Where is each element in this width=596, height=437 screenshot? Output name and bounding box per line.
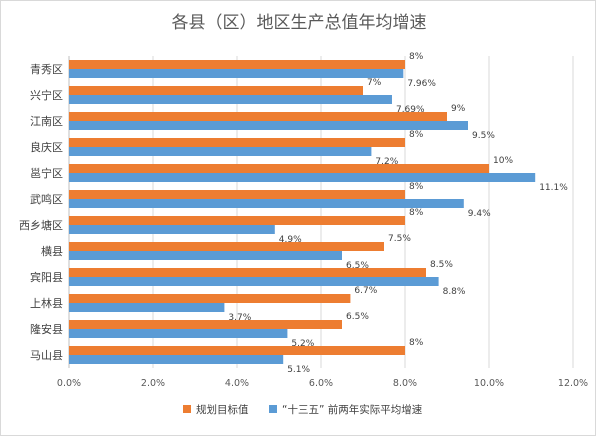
category-label: 横县 (41, 244, 63, 258)
bar-target (69, 60, 405, 69)
x-tick-label: 2.0% (141, 378, 165, 389)
data-label: 8.5% (430, 260, 453, 270)
category-label: 江南区 (30, 115, 63, 128)
category-label: 良庆区 (30, 140, 63, 154)
bar-actual (69, 147, 372, 156)
data-label: 6.5% (346, 312, 369, 322)
bar-actual (69, 173, 536, 182)
category-label: 上林县 (30, 296, 63, 310)
x-axis-ticks: 0.0% 2.0% 4.0% 6.0% 8.0% 10.0% 12.0% (57, 378, 588, 389)
bar-target (69, 216, 405, 225)
bar-actual (69, 355, 284, 364)
data-label: 8% (409, 338, 424, 348)
bar-target (69, 268, 426, 277)
bar-target (69, 190, 405, 199)
x-tick-label: 0.0% (57, 378, 81, 389)
data-label: 7.96% (407, 79, 436, 89)
bar-target (69, 86, 363, 95)
category-label: 宾阳县 (30, 270, 63, 284)
bar-actual (69, 121, 468, 130)
data-labels: 8% 7.96% 7% 7.69% 9% 9.5% 8% 7.2% 10% 11.1% 8% 9.4%… (228, 52, 568, 375)
category-label: 兴宁区 (30, 88, 63, 102)
bar-target (69, 164, 489, 173)
bar-actual (69, 95, 392, 104)
legend[interactable]: 规划目标值 “十三五” 前两年实际平均增速 (183, 403, 423, 416)
data-label: 9.4% (468, 209, 491, 219)
bar-target (69, 294, 351, 303)
data-label: 8% (409, 208, 424, 218)
data-label: 8.8% (443, 287, 466, 297)
data-label: 9.5% (472, 131, 495, 141)
bar-target (69, 320, 342, 329)
legend-swatch[interactable] (269, 405, 277, 413)
bar-target (69, 138, 405, 147)
legend-label[interactable]: 规划目标值 (196, 403, 249, 416)
category-label: 邕宁区 (30, 166, 63, 180)
category-label: 武鸣区 (30, 192, 63, 206)
category-label: 西乡塘区 (19, 218, 63, 232)
chart-title: 各县（区）地区生产总值年均增速 (172, 13, 427, 33)
data-label: 5.2% (291, 339, 314, 349)
data-label: 7.69% (396, 105, 425, 115)
x-tick-label: 12.0% (558, 378, 588, 389)
gridlines (68, 56, 574, 368)
data-label: 8% (409, 52, 424, 62)
x-tick-label: 8.0% (393, 378, 417, 389)
data-label: 7% (367, 78, 382, 88)
data-label: 4.9% (279, 235, 302, 245)
bar-actual (69, 277, 439, 286)
bar-actual (69, 303, 225, 312)
bar-target (69, 112, 447, 121)
data-label: 7.5% (388, 234, 411, 244)
category-label: 隆安县 (30, 322, 63, 336)
bar-actual (69, 251, 342, 260)
x-tick-label: 6.0% (309, 378, 333, 389)
data-label: 10% (493, 156, 513, 166)
data-label: 8% (409, 182, 424, 192)
legend-label[interactable]: “十三五” 前两年实际平均增速 (282, 403, 423, 416)
legend-swatch[interactable] (183, 405, 191, 413)
data-label: 9% (451, 104, 466, 114)
category-label: 马山县 (30, 349, 63, 362)
bars (69, 60, 536, 364)
data-label: 8% (409, 130, 424, 140)
data-label: 5.1% (287, 365, 310, 375)
data-label: 3.7% (228, 313, 251, 323)
data-label: 6.7% (354, 286, 377, 296)
data-label: 7.2% (375, 157, 398, 167)
bar-target (69, 242, 384, 251)
x-tick-label: 10.0% (474, 378, 504, 389)
bar-actual (69, 199, 464, 208)
bar-actual (69, 69, 404, 78)
x-tick-label: 4.0% (225, 378, 249, 389)
data-label: 6.5% (346, 261, 369, 271)
data-label: 11.1% (539, 183, 568, 193)
category-label: 青秀区 (30, 63, 63, 76)
bar-target (69, 346, 405, 355)
bar-actual (69, 329, 288, 338)
bar-actual (69, 225, 275, 234)
